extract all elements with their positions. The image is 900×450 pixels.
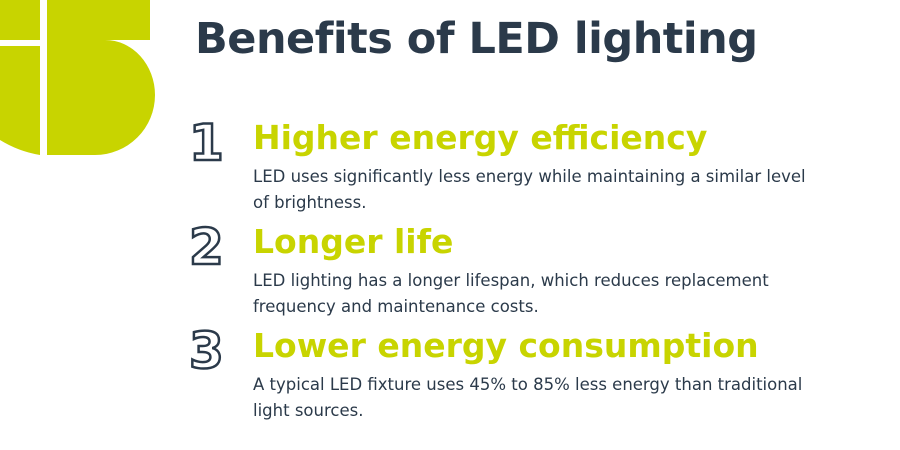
decor-top bbox=[0, 0, 40, 40]
item-number: 3 bbox=[188, 322, 225, 381]
decor-shape bbox=[0, 0, 155, 155]
item-heading: Higher energy efficiency bbox=[253, 118, 708, 157]
number-text: 2 bbox=[189, 218, 224, 276]
decor-left bbox=[0, 46, 40, 155]
item-heading: Longer life bbox=[253, 222, 454, 261]
item-heading: Lower energy consumption bbox=[253, 326, 759, 365]
item-text: LED uses significantly less energy while… bbox=[253, 167, 806, 212]
item-number: 2 bbox=[188, 218, 225, 277]
title: Benefits of LED lighting bbox=[195, 14, 758, 64]
number-text: 1 bbox=[189, 114, 224, 172]
item-text: A typical LED fixture uses 45% to 85% le… bbox=[253, 375, 803, 420]
item-text: LED lighting has a longer lifespan, whic… bbox=[253, 271, 769, 316]
number-text: 3 bbox=[189, 322, 224, 380]
decor-right bbox=[47, 0, 155, 155]
item-number: 1 bbox=[188, 114, 225, 173]
